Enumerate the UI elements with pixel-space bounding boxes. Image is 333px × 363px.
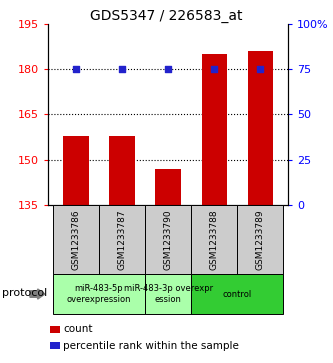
Bar	[201, 54, 227, 205]
Bar	[53, 205, 99, 274]
Text: percentile rank within the sample: percentile rank within the sample	[63, 341, 239, 351]
Bar	[109, 135, 135, 205]
Bar	[156, 169, 181, 205]
Text: GSM1233789: GSM1233789	[256, 209, 265, 270]
Text: GSM1233788: GSM1233788	[210, 209, 219, 270]
Bar	[145, 205, 191, 274]
Text: GSM1233786: GSM1233786	[72, 209, 81, 270]
FancyArrow shape	[30, 289, 45, 299]
Bar	[191, 205, 237, 274]
Bar	[145, 274, 191, 314]
Point	[166, 66, 171, 72]
Text: miR-483-3p overexpr
ession: miR-483-3p overexpr ession	[124, 284, 213, 304]
Bar	[53, 274, 145, 314]
Bar	[99, 205, 145, 274]
Point	[73, 66, 79, 72]
Text: miR-483-5p
overexpression: miR-483-5p overexpression	[67, 284, 131, 304]
Bar	[50, 326, 60, 333]
Point	[120, 66, 125, 72]
Bar	[191, 274, 283, 314]
Point	[258, 66, 263, 72]
Text: GDS5347 / 226583_at: GDS5347 / 226583_at	[90, 9, 243, 23]
Bar	[50, 343, 60, 349]
Text: protocol: protocol	[2, 288, 47, 298]
Text: GSM1233790: GSM1233790	[164, 209, 173, 270]
Text: GSM1233787: GSM1233787	[118, 209, 127, 270]
Point	[211, 66, 217, 72]
Bar	[63, 135, 89, 205]
Text: count: count	[63, 325, 93, 334]
Bar	[237, 205, 283, 274]
Bar	[248, 51, 273, 205]
Text: control: control	[223, 290, 252, 298]
